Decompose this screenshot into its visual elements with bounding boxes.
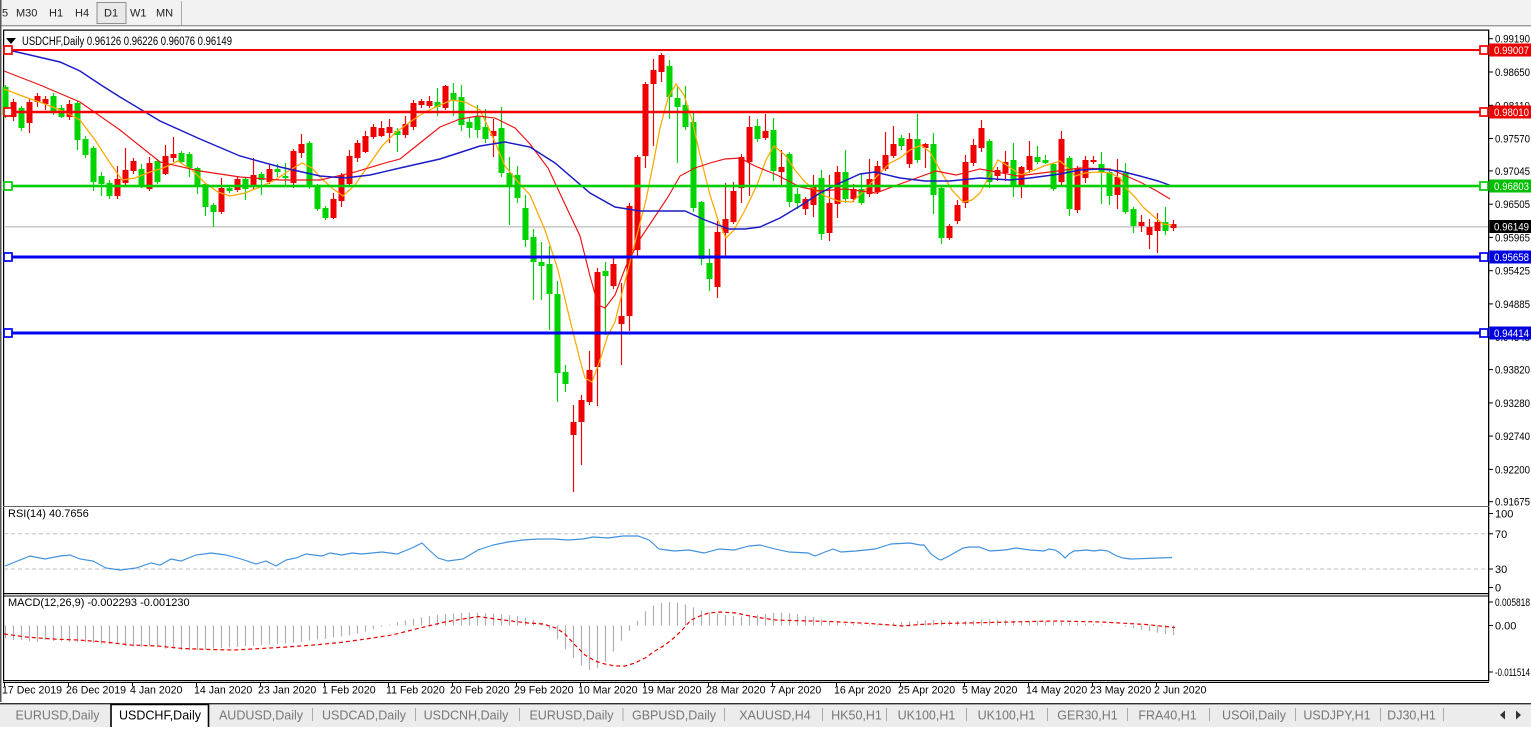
svg-text:HK50,H1: HK50,H1 [831,709,882,723]
svg-text:2 Jun 2020: 2 Jun 2020 [1154,685,1207,697]
svg-text:5 May 2020: 5 May 2020 [962,685,1017,697]
svg-text:14 May 2020: 14 May 2020 [1026,685,1087,697]
svg-text:FRA40,H1: FRA40,H1 [1138,709,1196,723]
svg-text:16 Apr 2020: 16 Apr 2020 [834,685,891,697]
svg-text:0.94885: 0.94885 [1495,299,1530,311]
svg-text:0.92200: 0.92200 [1495,464,1530,476]
svg-text:0.98010: 0.98010 [1494,107,1529,119]
svg-text:0.97045: 0.97045 [1495,166,1530,178]
svg-text:USDCHF,Daily: USDCHF,Daily [119,709,202,723]
svg-text:30: 30 [1495,564,1507,576]
svg-text:20 Feb 2020: 20 Feb 2020 [450,685,510,697]
svg-text:0.95425: 0.95425 [1495,266,1530,278]
svg-text:MACD(12,26,9) -0.002293 -0.001: MACD(12,26,9) -0.002293 -0.001230 [8,597,190,609]
svg-text:USOil,Daily: USOil,Daily [1222,709,1287,723]
svg-text:0.97570: 0.97570 [1495,134,1530,146]
svg-text:USDCHF,Daily 0.96126 0.96226: USDCHF,Daily 0.96126 0.96226 0.96076 0.9… [22,36,232,48]
svg-text:W1: W1 [130,8,147,20]
svg-text:23 Jan 2020: 23 Jan 2020 [258,685,316,697]
svg-text:0.93280: 0.93280 [1495,398,1530,410]
svg-text:0.93820: 0.93820 [1495,365,1530,377]
svg-text:MN: MN [156,8,173,20]
svg-text:7 Apr 2020: 7 Apr 2020 [770,685,821,697]
svg-text:GBPUSD,Daily: GBPUSD,Daily [632,709,717,723]
svg-text:29 Feb 2020: 29 Feb 2020 [514,685,574,697]
svg-text:5: 5 [2,8,8,20]
svg-text:23 May 2020: 23 May 2020 [1090,685,1151,697]
svg-text:10 Mar 2020: 10 Mar 2020 [578,685,638,697]
svg-text:0.99007: 0.99007 [1494,45,1529,57]
svg-text:17 Dec 2019: 17 Dec 2019 [2,685,62,697]
svg-text:USDJPY,H1: USDJPY,H1 [1303,709,1370,723]
svg-text:0.98650: 0.98650 [1495,67,1530,79]
svg-text:4 Jan 2020: 4 Jan 2020 [130,685,183,697]
svg-text:0.91675: 0.91675 [1495,497,1530,509]
svg-text:GER30,H1: GER30,H1 [1057,709,1117,723]
svg-text:D1: D1 [104,8,118,20]
svg-text:70: 70 [1495,529,1507,541]
svg-text:0: 0 [1495,583,1501,595]
svg-text:14 Jan 2020: 14 Jan 2020 [194,685,252,697]
svg-text:0.00: 0.00 [1495,621,1516,633]
svg-text:USDCAD,Daily: USDCAD,Daily [322,709,407,723]
svg-text:11 Feb 2020: 11 Feb 2020 [386,685,445,697]
svg-text:USDCNH,Daily: USDCNH,Daily [424,709,509,723]
svg-text:0.95965: 0.95965 [1495,232,1530,244]
svg-text:M30: M30 [16,8,37,20]
svg-text:AUDUSD,Daily: AUDUSD,Daily [219,709,304,723]
svg-text:H1: H1 [49,8,63,20]
svg-text:0.92740: 0.92740 [1495,431,1530,443]
svg-text:0.95658: 0.95658 [1494,252,1529,264]
svg-text:0.005818: 0.005818 [1495,597,1530,609]
svg-text:DJ30,H1: DJ30,H1 [1387,709,1436,723]
svg-text:19 Mar 2020: 19 Mar 2020 [642,685,702,697]
svg-text:XAUUSD,H4: XAUUSD,H4 [739,709,811,723]
svg-text:26 Dec 2019: 26 Dec 2019 [66,685,126,697]
svg-text:28 Mar 2020: 28 Mar 2020 [706,685,766,697]
svg-text:RSI(14) 40.7656: RSI(14) 40.7656 [8,508,89,520]
svg-text:EURUSD,Daily: EURUSD,Daily [529,709,614,723]
svg-text:100: 100 [1495,509,1513,521]
svg-text:0.96803: 0.96803 [1494,181,1529,193]
svg-text:0.94414: 0.94414 [1494,328,1529,340]
svg-text:0.96505: 0.96505 [1495,199,1530,211]
svg-text:UK100,H1: UK100,H1 [898,709,956,723]
svg-text:UK100,H1: UK100,H1 [978,709,1036,723]
svg-text:EURUSD,Daily: EURUSD,Daily [15,709,100,723]
svg-text:0.96149: 0.96149 [1494,222,1529,234]
svg-text:-0.011514: -0.011514 [1495,667,1530,679]
svg-text:25 Apr 2020: 25 Apr 2020 [898,685,955,697]
svg-text:1 Feb 2020: 1 Feb 2020 [322,685,376,697]
svg-text:H4: H4 [75,8,89,20]
